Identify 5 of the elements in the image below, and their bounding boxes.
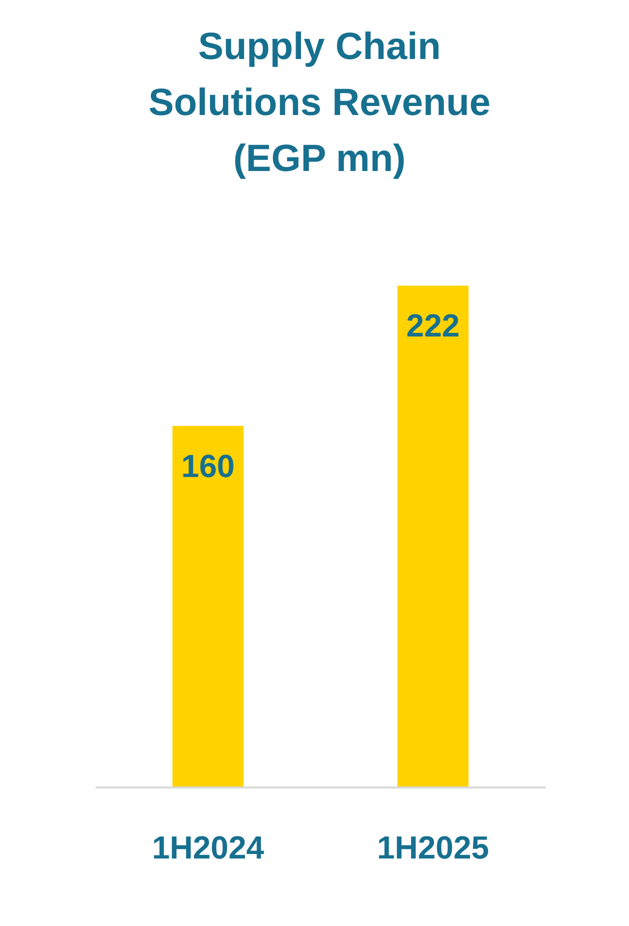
data-label: 222 — [406, 308, 460, 344]
x-tick-label: 1H2024 — [152, 830, 264, 866]
x-tick-label: 1H2025 — [376, 830, 490, 866]
data-label: 160 — [181, 448, 235, 484]
chart-title: Supply Chain Solutions Revenue (EGP mn) — [148, 25, 491, 182]
